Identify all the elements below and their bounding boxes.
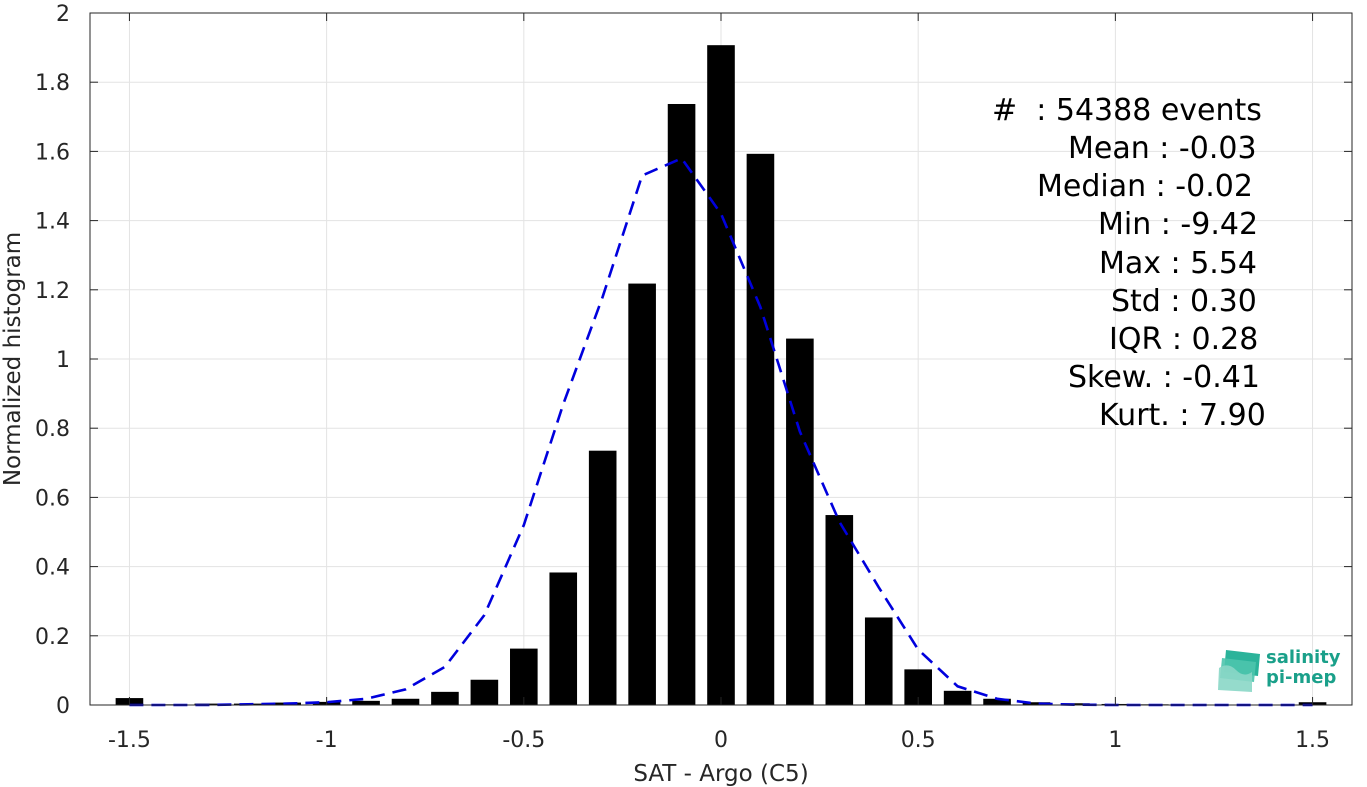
logo-line-2: pi-mep — [1266, 667, 1337, 688]
stat-max: Max : 5.54 — [1099, 246, 1257, 281]
y-tick-label: 1.2 — [35, 279, 70, 304]
x-tick-label: -1.5 — [108, 728, 151, 753]
histogram-bar — [549, 572, 578, 705]
logo-line-1: salinity — [1266, 647, 1341, 668]
histogram-bar — [588, 450, 617, 705]
x-tick-label: 0 — [714, 728, 728, 753]
histogram-bar — [391, 698, 420, 705]
stat-iqr: IQR : 0.28 — [1109, 322, 1259, 357]
y-axis-title: Normalized histogram — [0, 232, 26, 486]
histogram-bar — [510, 648, 538, 705]
x-tick-label: 1 — [1108, 728, 1122, 753]
histogram-bar — [667, 103, 696, 706]
y-tick-label: 1.4 — [35, 210, 70, 235]
y-tick-label: 0.8 — [35, 417, 70, 442]
histogram-bar — [786, 338, 814, 705]
stat-skew: Skew. : -0.41 — [1068, 360, 1260, 395]
x-tick-label: 0.5 — [901, 728, 936, 753]
x-tick-label: -1 — [316, 728, 338, 753]
histogram-bar — [1062, 703, 1090, 705]
stat-events: # : 54388 events — [992, 93, 1262, 128]
histogram-bar — [746, 153, 775, 705]
y-tick-label: 0.4 — [35, 556, 70, 581]
histogram-bars — [115, 45, 1327, 706]
y-tick-label: 1 — [56, 348, 70, 373]
x-axis-title: SAT - Argo (C5) — [633, 761, 808, 787]
y-tick-label: 0.2 — [35, 625, 70, 650]
histogram-bar — [943, 690, 972, 705]
histogram-bar — [470, 679, 499, 705]
y-tick-label: 0 — [56, 694, 70, 719]
histogram-bar — [825, 515, 854, 705]
histogram-bar — [707, 45, 735, 706]
stat-kurt: Kurt. : 7.90 — [1099, 398, 1266, 433]
y-tick-labels: 0 0.2 0.4 0.6 0.8 1 1.2 1.4 1.6 1.8 2 — [35, 2, 70, 719]
histogram-bar — [864, 617, 893, 705]
x-tick-labels: -1.5 -1 -0.5 0 0.5 1 1.5 — [108, 728, 1330, 753]
y-tick-label: 1.8 — [35, 71, 70, 96]
salinity-pi-mep-logo: salinity pi-mep — [1216, 646, 1346, 694]
histogram-bar — [983, 698, 1011, 705]
y-tick-label: 1.6 — [35, 140, 70, 165]
x-tick-label: 1.5 — [1295, 728, 1330, 753]
y-tick-label: 0.6 — [35, 486, 70, 511]
waves-logo-icon — [1218, 650, 1260, 692]
stat-std: Std : 0.30 — [1111, 284, 1257, 319]
histogram-bar — [1022, 702, 1051, 705]
stat-median: Median : -0.02 — [1037, 169, 1253, 204]
stat-min: Min : -9.42 — [1098, 207, 1259, 242]
axis-ticks — [90, 12, 1352, 706]
histogram-bar — [628, 283, 656, 705]
histogram-bar — [352, 700, 380, 705]
y-tick-label: 2 — [56, 2, 70, 27]
stat-mean: Mean : -0.03 — [1068, 131, 1257, 166]
x-tick-label: -0.5 — [502, 728, 545, 753]
histogram-bar — [431, 691, 459, 705]
